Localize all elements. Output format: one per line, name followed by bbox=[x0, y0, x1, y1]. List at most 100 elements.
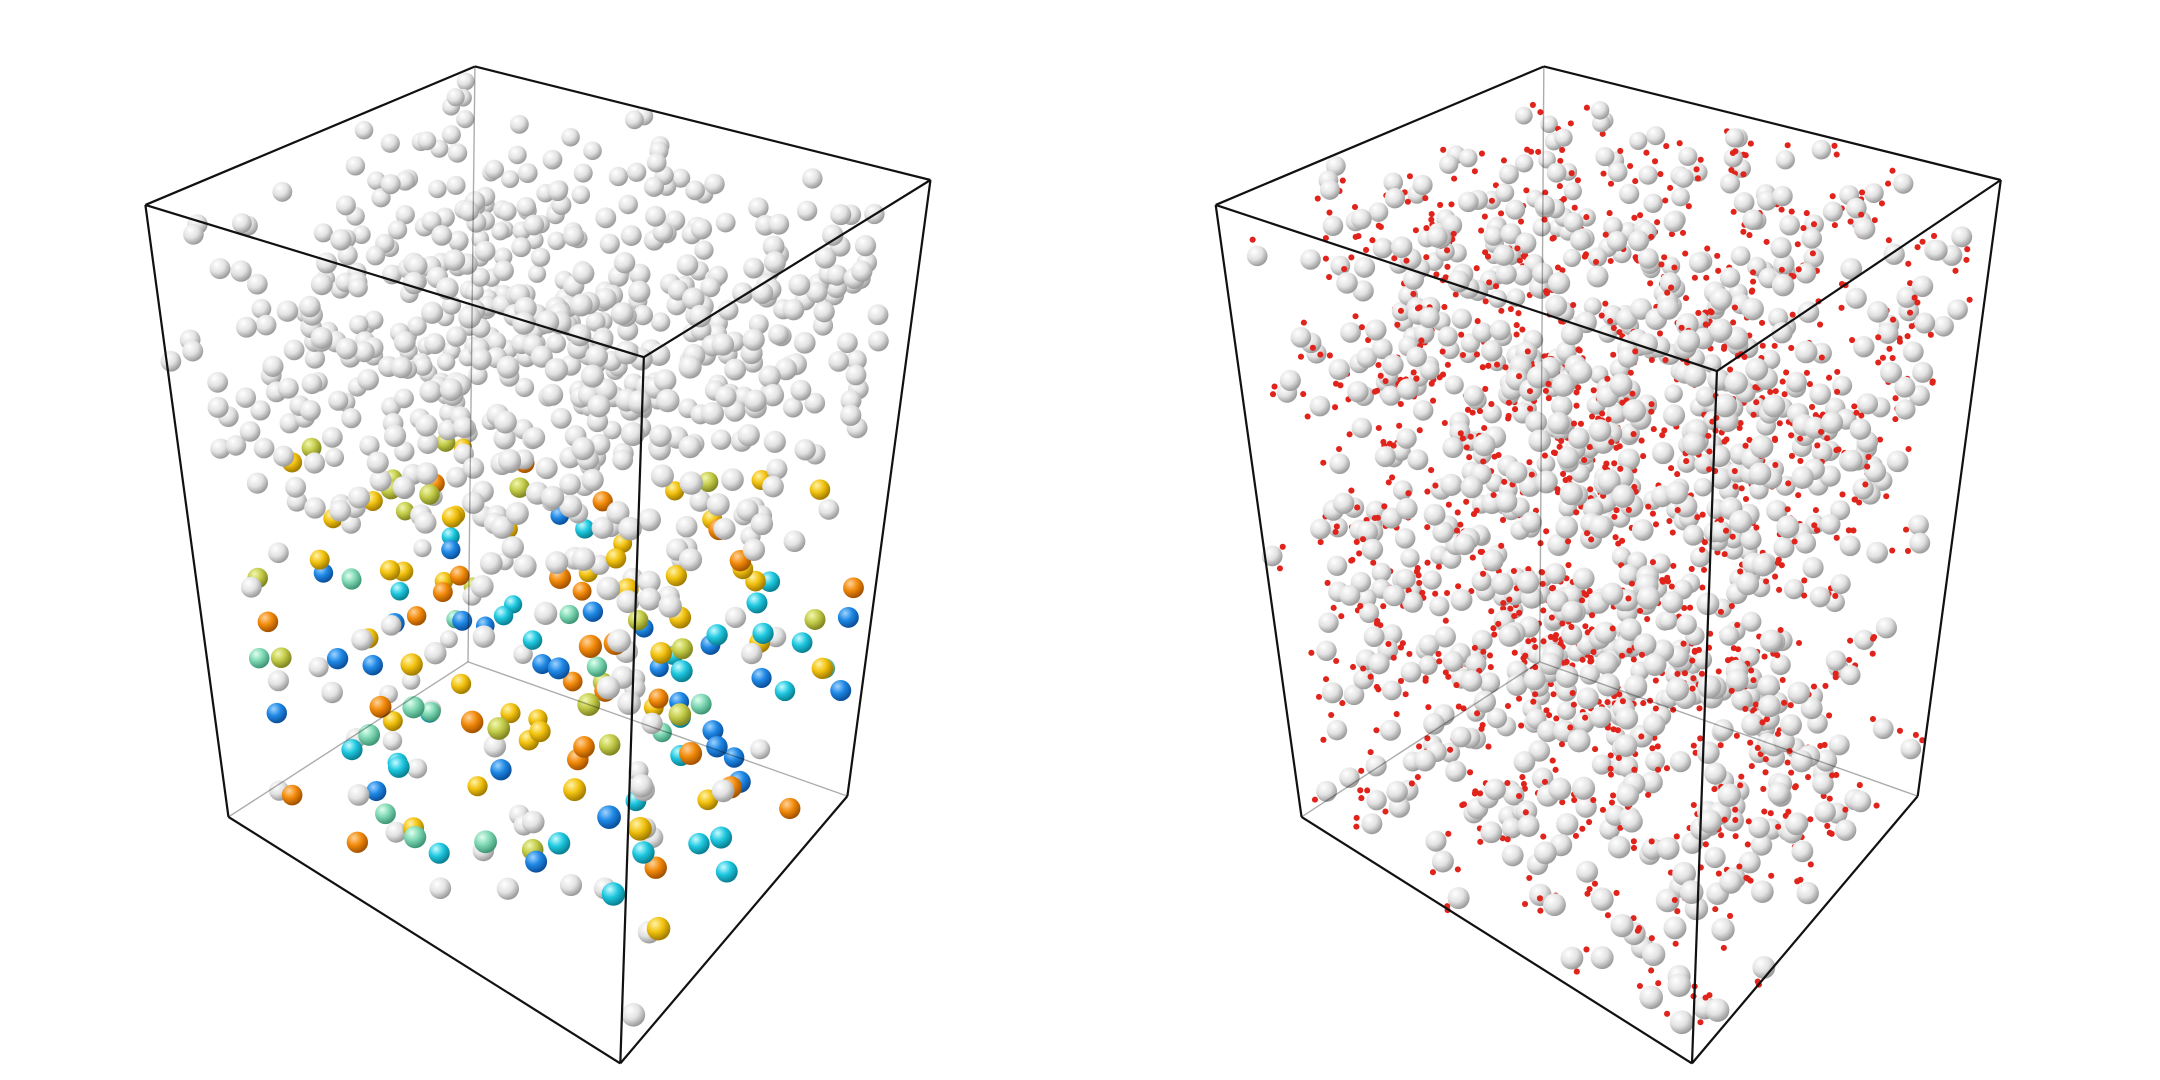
atom bbox=[1840, 449, 1863, 472]
atom bbox=[1547, 411, 1570, 435]
atom bbox=[559, 473, 581, 496]
red-dot bbox=[1626, 647, 1633, 654]
red-dot bbox=[1406, 650, 1413, 657]
red-dot bbox=[1795, 639, 1803, 647]
red-dot bbox=[1581, 253, 1588, 260]
red-dot bbox=[1929, 379, 1936, 386]
atom bbox=[638, 508, 661, 532]
atom bbox=[1631, 519, 1654, 541]
red-dot bbox=[1659, 432, 1666, 439]
box-edge bbox=[1214, 204, 1303, 818]
red-dot bbox=[1380, 438, 1387, 446]
red-dot bbox=[1647, 697, 1654, 704]
red-dot bbox=[1787, 702, 1794, 709]
red-dot bbox=[1535, 148, 1542, 155]
red-dot bbox=[1537, 540, 1544, 547]
atom bbox=[1620, 423, 1640, 443]
atom bbox=[1656, 837, 1680, 860]
red-dot bbox=[1667, 184, 1674, 191]
red-dot bbox=[1650, 426, 1657, 433]
atom bbox=[1392, 480, 1413, 501]
atom bbox=[1872, 718, 1894, 740]
red-dot bbox=[1759, 342, 1766, 349]
atom bbox=[641, 712, 663, 735]
atom bbox=[439, 378, 463, 402]
red-dot bbox=[1698, 670, 1706, 677]
red-dot bbox=[1632, 348, 1639, 355]
red-dot bbox=[1761, 653, 1768, 660]
red-dot bbox=[1701, 566, 1708, 573]
red-dot bbox=[1525, 566, 1532, 573]
atom bbox=[1480, 821, 1503, 844]
red-dot bbox=[1552, 766, 1559, 773]
red-dot bbox=[1842, 806, 1849, 813]
atom bbox=[1880, 361, 1902, 384]
atom bbox=[468, 365, 488, 386]
atom bbox=[1447, 887, 1470, 910]
red-dot bbox=[1654, 219, 1661, 226]
red-dot bbox=[1588, 413, 1596, 420]
red-dot bbox=[1459, 435, 1466, 442]
atom bbox=[419, 484, 440, 505]
red-dot bbox=[1428, 216, 1435, 223]
red-dot bbox=[1788, 769, 1795, 776]
atom bbox=[1545, 294, 1568, 317]
red-dot bbox=[1767, 810, 1774, 817]
red-dot bbox=[1966, 296, 1973, 303]
red-dot bbox=[1499, 516, 1507, 523]
atom bbox=[1815, 749, 1838, 772]
atom bbox=[341, 739, 363, 761]
atom bbox=[1561, 600, 1583, 623]
atom bbox=[1854, 629, 1875, 650]
red-dot bbox=[1511, 612, 1518, 620]
red-dot bbox=[1363, 246, 1370, 253]
atom bbox=[1471, 570, 1492, 592]
atom bbox=[1933, 315, 1954, 337]
atom bbox=[578, 634, 603, 658]
atom bbox=[1794, 340, 1818, 364]
atom bbox=[1442, 436, 1464, 459]
atom bbox=[462, 457, 485, 479]
atom bbox=[724, 358, 747, 381]
atom bbox=[246, 273, 268, 295]
red-dot bbox=[1520, 780, 1527, 788]
atom bbox=[688, 832, 710, 855]
atom bbox=[1425, 830, 1447, 852]
red-dot bbox=[1631, 766, 1638, 773]
atom bbox=[1515, 232, 1537, 254]
red-dot bbox=[1432, 482, 1439, 489]
atom bbox=[545, 551, 569, 575]
atom bbox=[668, 703, 692, 726]
red-dot bbox=[1648, 356, 1655, 364]
red-dot bbox=[1702, 841, 1709, 848]
atom bbox=[748, 197, 769, 218]
red-dot bbox=[1914, 299, 1921, 306]
box-edge bbox=[1215, 203, 1718, 373]
red-dot bbox=[1851, 496, 1858, 503]
atom bbox=[1383, 584, 1406, 607]
red-dot bbox=[1332, 528, 1339, 536]
atom bbox=[1637, 247, 1659, 269]
atom bbox=[1493, 244, 1515, 266]
red-dot bbox=[1763, 578, 1770, 585]
atom bbox=[380, 614, 402, 636]
atom bbox=[385, 821, 407, 843]
red-dot bbox=[1573, 402, 1580, 409]
atom bbox=[796, 200, 818, 221]
atom bbox=[665, 481, 685, 501]
atom bbox=[596, 576, 621, 601]
red-dot bbox=[1385, 479, 1392, 486]
atom bbox=[1597, 469, 1621, 493]
atom bbox=[255, 314, 277, 336]
atom bbox=[420, 701, 441, 722]
red-dot bbox=[1617, 465, 1624, 472]
red-dot bbox=[1430, 397, 1437, 404]
red-dot bbox=[1890, 316, 1897, 323]
red-dot bbox=[1795, 266, 1802, 273]
red-dot bbox=[1613, 507, 1620, 514]
atom bbox=[1914, 312, 1936, 334]
red-dot bbox=[1336, 445, 1343, 453]
red-dot bbox=[1628, 580, 1635, 587]
atom bbox=[837, 332, 858, 354]
